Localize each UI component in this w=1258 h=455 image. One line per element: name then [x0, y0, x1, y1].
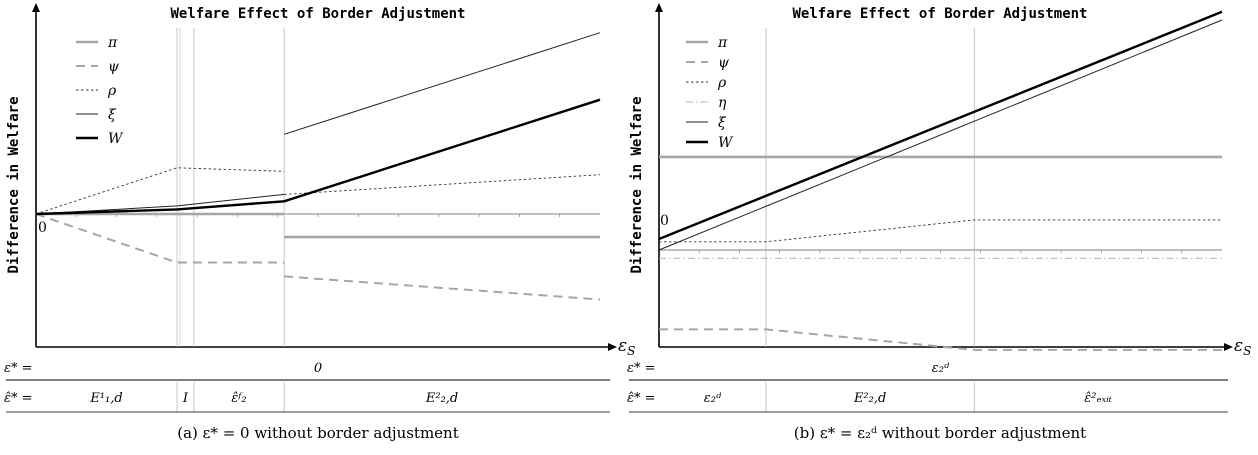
- origin-label: 0: [660, 213, 669, 229]
- legend-label-w: W: [108, 131, 124, 147]
- legend-label-psi: ψ: [108, 59, 120, 75]
- legend-label-eta: η: [718, 95, 727, 111]
- legend-label-pi: π: [107, 35, 118, 51]
- legend-label-xi: ξ: [108, 107, 117, 123]
- series-xi-line: [658, 19, 1223, 251]
- series-psi-line: [35, 213, 285, 264]
- legend-label-psi: ψ: [718, 55, 730, 71]
- row1-label: ε* =: [627, 361, 656, 376]
- row2-region: ε̂²ₑₓᵢₜ: [1084, 391, 1112, 406]
- row2-region: E²₂,d: [425, 391, 458, 406]
- row1-label: ε* =: [4, 361, 33, 376]
- y-axis-label: Difference in Welfare: [6, 96, 22, 273]
- series-rho-line: [659, 219, 1222, 243]
- x-axis-label: εS: [1234, 336, 1251, 358]
- series-rho-line: [284, 174, 601, 195]
- x-axis-label-subscript: S: [1243, 344, 1251, 358]
- row2-region: ε₂ᵈ: [704, 391, 722, 406]
- y-axis-arrow: [32, 3, 40, 12]
- row2-label: ε̂* =: [4, 391, 33, 406]
- y-axis-arrow: [655, 3, 663, 12]
- x-axis-arrow: [608, 343, 617, 351]
- series-w-line: [658, 10, 1223, 241]
- row2-label: ε̂* =: [627, 391, 656, 406]
- series-psi-line: [659, 328, 1222, 351]
- legend-label-w: W: [718, 135, 734, 151]
- row2-region: E²₂,d: [853, 391, 886, 406]
- panel-caption: (a) ε* = 0 without border adjustment: [177, 424, 459, 442]
- series-xi-line: [284, 32, 601, 135]
- chart-panel-b: Welfare Effect of Border Adjustment Diffe…: [627, 3, 1251, 442]
- row1-region: ε₂ᵈ: [932, 361, 950, 376]
- row1-region: 0: [314, 361, 322, 376]
- row2-region: I: [182, 391, 189, 406]
- legend-label-rho: ρ: [717, 75, 727, 91]
- row2-region: ε̂ᶠ₂: [231, 391, 246, 406]
- row2-region: E¹₁,d: [89, 391, 122, 406]
- x-axis-arrow: [1224, 343, 1233, 351]
- x-axis-label: εS: [618, 336, 635, 358]
- legend-label-pi: π: [717, 35, 728, 51]
- origin-label: 0: [38, 220, 47, 236]
- chart-title: Welfare Effect of Border Adjustment: [170, 6, 465, 22]
- x-axis-label-subscript: S: [627, 344, 635, 358]
- panel-caption: (b) ε* = ε₂ᵈ without border adjustment: [794, 424, 1086, 442]
- y-axis-label: Difference in Welfare: [629, 96, 645, 273]
- series-w-line: [35, 98, 601, 216]
- legend-label-xi: ξ: [718, 115, 727, 131]
- chart-panel-a: Welfare Effect of Border Adjustment Diffe…: [4, 3, 635, 442]
- chart-title: Welfare Effect of Border Adjustment: [792, 6, 1087, 22]
- series-psi-line: [284, 275, 601, 301]
- legend-label-rho: ρ: [107, 83, 117, 99]
